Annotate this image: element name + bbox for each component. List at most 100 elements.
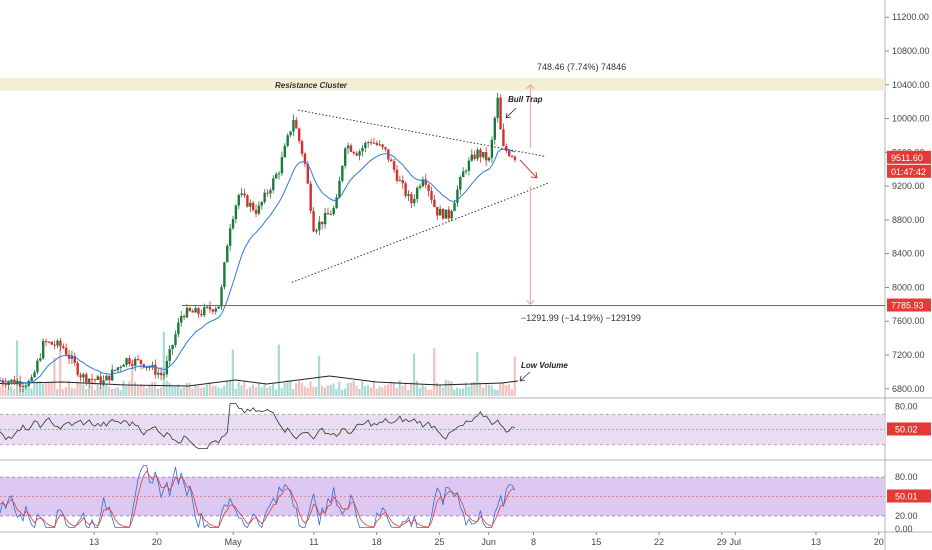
candle-body <box>320 221 324 225</box>
current-price-badge <box>887 150 931 164</box>
time-tick-label: May <box>225 537 243 547</box>
time-tick-label: 11 <box>309 537 318 547</box>
candle-body <box>223 262 226 288</box>
volume-bar <box>338 381 341 396</box>
volume-bar <box>395 387 398 396</box>
volume-bar <box>505 385 508 396</box>
candle-body <box>346 145 350 149</box>
resistance-zone <box>0 78 885 91</box>
candle-body <box>502 129 505 146</box>
overlays: 748.46 (7.74%) 74846 −1291.99 (−14.19%) −… <box>0 62 885 384</box>
candle-body <box>177 322 180 335</box>
volume-bar <box>269 386 272 396</box>
candle-body <box>467 160 471 171</box>
measure-up-label: 748.46 (7.74%) 74846 <box>537 62 626 72</box>
candle-body <box>39 358 42 361</box>
rsi-panel <box>0 403 885 449</box>
candle-body <box>254 209 258 214</box>
ema-line <box>0 148 516 384</box>
volume-bar <box>7 389 10 396</box>
volume-bar <box>4 389 7 396</box>
volume-bar <box>346 383 349 396</box>
candle-body <box>413 198 416 204</box>
volume-bar <box>309 381 312 396</box>
volume-bar <box>467 386 470 396</box>
volume-bar <box>254 387 257 396</box>
candle-body <box>122 364 125 367</box>
candle-body <box>404 183 407 196</box>
volume-bar <box>421 384 424 396</box>
volume-bar <box>444 380 447 396</box>
volume-bar <box>481 387 485 396</box>
candle-body <box>44 340 48 342</box>
price-axis: 6800.00 7200.00 7600.00 8000.00 8400.00 8800.… <box>885 12 931 534</box>
candle-body <box>108 375 111 381</box>
measure-up-arrow <box>526 84 535 90</box>
countdown-label: 01:47:42 <box>891 167 926 177</box>
volume-bar <box>378 386 381 396</box>
volume-bar <box>355 385 358 396</box>
volume-bar <box>156 389 160 396</box>
candle-body <box>87 378 91 383</box>
candle-body <box>21 386 25 388</box>
volume-bar <box>246 389 249 396</box>
volume-bar <box>125 385 128 396</box>
volume-bar <box>119 389 122 396</box>
current-price-label: 9511.60 <box>891 153 923 163</box>
candle-body <box>361 147 364 152</box>
volume-bar <box>387 384 390 396</box>
time-tick-label: 22 <box>654 537 664 547</box>
volume-bar <box>280 388 283 396</box>
candle-body <box>180 315 183 323</box>
candle-body <box>364 142 367 148</box>
time-tick-label: Jul <box>730 537 742 547</box>
volume-bar <box>194 384 197 396</box>
candle-body <box>1 380 5 384</box>
measure-down-arrow <box>526 299 535 306</box>
candle-body <box>312 210 315 232</box>
candle-body <box>136 358 140 360</box>
candle-body <box>277 173 281 175</box>
volume-bar <box>225 380 229 396</box>
candle-body <box>407 194 410 196</box>
rsi-value-badge <box>887 422 931 436</box>
candle-body <box>203 307 206 316</box>
candle-body <box>352 151 356 154</box>
candle-body <box>421 179 425 187</box>
candle-body <box>257 205 261 214</box>
candle-body <box>85 374 88 383</box>
volume-bar <box>87 388 91 396</box>
candle-body <box>447 209 450 219</box>
support-badge <box>887 298 931 312</box>
candle-body <box>41 340 45 359</box>
candle-body <box>249 202 252 207</box>
candle-body <box>139 359 143 365</box>
candle-body <box>315 230 318 232</box>
candle-body <box>234 205 238 220</box>
time-tick-label: 8 <box>531 537 536 547</box>
candle-body <box>197 308 200 314</box>
volume-bar <box>410 382 413 396</box>
volume-bar <box>105 384 108 396</box>
candle-body <box>157 372 160 375</box>
candle-body <box>427 184 430 192</box>
volume-bar <box>148 384 151 396</box>
candle-body <box>456 189 459 203</box>
candle-body <box>401 180 404 184</box>
candle-body <box>438 209 442 216</box>
volume-bar <box>292 388 295 396</box>
price-tick-label: 9200.00 <box>892 181 925 191</box>
volume-bar <box>139 384 142 396</box>
candle-body <box>375 143 379 145</box>
volume-bar <box>188 382 191 396</box>
low-volume-arrow <box>519 371 531 382</box>
candle-body <box>418 186 422 188</box>
volume-bar <box>162 331 165 396</box>
volume-bar <box>108 386 111 396</box>
candle-body <box>24 385 28 387</box>
candle-body <box>47 341 51 343</box>
volume-bar <box>415 380 419 396</box>
candle-body <box>211 309 215 312</box>
candle-body <box>292 120 295 132</box>
volume-bar <box>171 386 174 396</box>
